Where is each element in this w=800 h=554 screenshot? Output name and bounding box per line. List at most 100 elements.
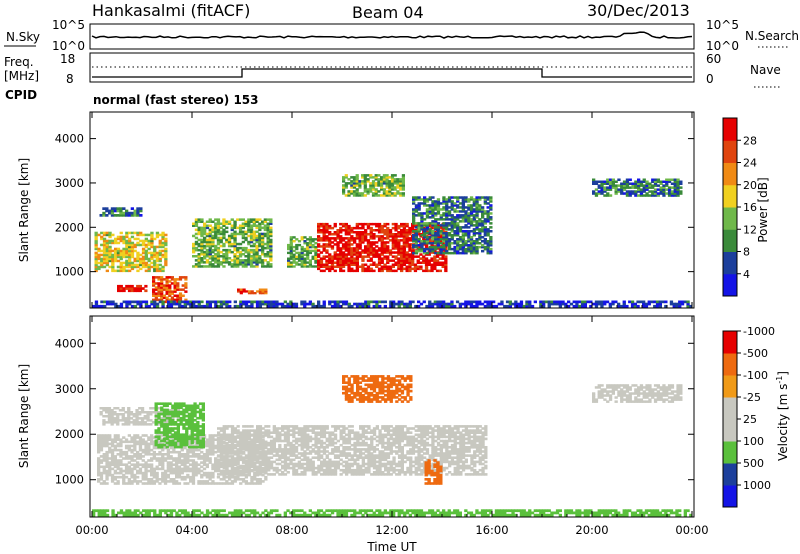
- velocity-echo-cell: [105, 407, 109, 410]
- power-echo-cell: [261, 248, 265, 252]
- power-echo-cell: [458, 214, 463, 217]
- velocity-echo-cell: [113, 469, 117, 473]
- velocity-echo-cell: [201, 402, 205, 405]
- power-echo-cell: [130, 263, 135, 267]
- power-echo-cell: [170, 276, 174, 279]
- power-echo-cell: [133, 245, 137, 249]
- power-echo-cell: [328, 259, 332, 262]
- velocity-echo-cell: [171, 439, 175, 443]
- velocity-echo-cell: [105, 475, 109, 479]
- velocity-echo-cell: [129, 417, 134, 420]
- power-echo-cell: [233, 259, 237, 262]
- velocity-echo-cell: [136, 457, 140, 460]
- power-echo-cell: [157, 294, 161, 297]
- power-echo-cell: [258, 244, 262, 248]
- power-echo-cell: [322, 229, 326, 232]
- power-echo-cell: [261, 300, 265, 304]
- power-echo-cell: [444, 247, 448, 250]
- power-echo-cell: [216, 255, 221, 258]
- power-echo-cell: [116, 237, 121, 241]
- power-echo-cell: [417, 214, 421, 217]
- power-echo-cell: [416, 255, 420, 258]
- power-echo-cell: [322, 265, 326, 268]
- power-echo-cell: [400, 251, 404, 254]
- power-echo-cell: [336, 243, 340, 246]
- power-echo-cell: [597, 190, 601, 193]
- power-echo-cell: [439, 242, 443, 245]
- velocity-echo-cell: [127, 413, 131, 416]
- power-echo-cell: [197, 238, 201, 242]
- power-echo-cell: [144, 304, 149, 308]
- power-echo-cell: [317, 261, 321, 264]
- power-echo-cell: [341, 222, 346, 226]
- power-echo-cell: [380, 269, 384, 273]
- power-echo-cell: [119, 211, 123, 215]
- power-echo-cell: [408, 259, 412, 262]
- power-echo-cell: [361, 226, 365, 230]
- velocity-echo-cell: [97, 469, 101, 473]
- power-echo-cell: [639, 194, 644, 197]
- power-echo-cell: [383, 229, 387, 232]
- velocity-echo-cell: [200, 469, 204, 473]
- velocity-echo-cell: [172, 457, 176, 460]
- velocity-echo-cell: [136, 469, 140, 473]
- velocity-echo-cell: [105, 421, 109, 424]
- velocity-echo-cell: [185, 429, 189, 432]
- velocity-echo-cell: [191, 455, 196, 458]
- velocity-echo-cell: [176, 417, 180, 420]
- velocity-echo-cell: [105, 440, 109, 444]
- velocity-echo-cell: [116, 407, 120, 410]
- velocity-echo-cell: [190, 439, 194, 443]
- velocity-echo-cell: [135, 421, 139, 424]
- power-echo-cell: [330, 245, 335, 248]
- power-echo-cell: [108, 249, 112, 253]
- power-echo-cell: [130, 251, 135, 255]
- power-echo-cell: [461, 244, 465, 247]
- velocity-echo-cell: [107, 415, 112, 418]
- power-echo-cell: [133, 304, 137, 308]
- power-echo-cell: [125, 251, 129, 255]
- velocity-echo-cell: [105, 438, 109, 441]
- power-echo-cell: [423, 228, 427, 231]
- velocity-echo-cell: [116, 444, 120, 448]
- power-echo-cell: [664, 304, 668, 308]
- velocity-echo-cell: [222, 450, 226, 453]
- power-echo-cell: [119, 237, 123, 241]
- velocity-echo-cell: [258, 478, 262, 481]
- power-echo-cell: [631, 184, 635, 187]
- velocity-echo-cell: [217, 427, 221, 430]
- power-echo-cell: [263, 232, 267, 236]
- velocity-echo-cell: [165, 402, 169, 405]
- power-echo-cell: [125, 231, 129, 235]
- power-echo-cell: [102, 237, 107, 241]
- power-echo-cell: [383, 224, 387, 228]
- velocity-echo-cell: [163, 478, 168, 481]
- velocity-echo-cell: [135, 411, 139, 414]
- velocity-echo-cell: [189, 469, 193, 473]
- power-echo-cell: [341, 237, 346, 240]
- power-echo-cell: [300, 236, 304, 239]
- power-echo-cell: [397, 247, 401, 250]
- velocity-echo-cell: [190, 431, 194, 434]
- velocity-echo-cell: [187, 445, 192, 449]
- power-colorbar-tick-label: 16: [743, 201, 757, 214]
- velocity-echo-cell: [147, 478, 151, 481]
- power-echo-cell: [458, 245, 463, 249]
- power-echo-cell: [464, 212, 468, 215]
- power-echo-cell: [667, 190, 672, 193]
- power-echo-cell: [423, 236, 427, 239]
- power-echo-cell: [264, 288, 268, 291]
- velocity-echo-cell: [107, 411, 112, 414]
- power-echo-cell: [242, 288, 246, 291]
- power-echo-cell: [111, 267, 115, 271]
- power-echo-cell: [394, 245, 398, 248]
- velocity-echo-cell: [182, 404, 186, 408]
- power-echo-cell: [358, 239, 362, 242]
- velocity-echo-cell: [160, 402, 164, 405]
- velocity-echo-cell: [172, 459, 176, 462]
- velocity-echo-cell: [196, 423, 200, 426]
- power-echo-cell: [108, 235, 112, 239]
- power-echo-cell: [222, 224, 226, 227]
- velocity-echo-cell: [158, 457, 162, 460]
- power-echo-cell: [444, 267, 448, 271]
